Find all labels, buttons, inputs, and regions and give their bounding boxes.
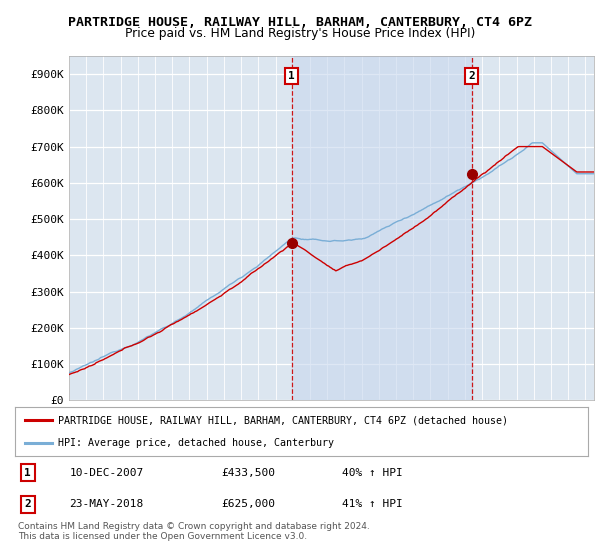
Bar bbox=[292, 56, 472, 400]
Text: 23-MAY-2018: 23-MAY-2018 bbox=[70, 500, 143, 510]
Text: 1: 1 bbox=[289, 71, 295, 81]
Text: PARTRIDGE HOUSE, RAILWAY HILL, BARHAM, CANTERBURY, CT4 6PZ: PARTRIDGE HOUSE, RAILWAY HILL, BARHAM, C… bbox=[68, 16, 532, 29]
Text: 2: 2 bbox=[24, 500, 31, 510]
Text: Contains HM Land Registry data © Crown copyright and database right 2024.
This d: Contains HM Land Registry data © Crown c… bbox=[18, 522, 370, 542]
Text: Price paid vs. HM Land Registry's House Price Index (HPI): Price paid vs. HM Land Registry's House … bbox=[125, 27, 475, 40]
Text: PARTRIDGE HOUSE, RAILWAY HILL, BARHAM, CANTERBURY, CT4 6PZ (detached house): PARTRIDGE HOUSE, RAILWAY HILL, BARHAM, C… bbox=[58, 416, 508, 426]
Text: £433,500: £433,500 bbox=[221, 468, 275, 478]
Text: 1: 1 bbox=[24, 468, 31, 478]
Text: HPI: Average price, detached house, Canterbury: HPI: Average price, detached house, Cant… bbox=[58, 438, 334, 448]
Text: 40% ↑ HPI: 40% ↑ HPI bbox=[341, 468, 403, 478]
Text: 2: 2 bbox=[468, 71, 475, 81]
Text: £625,000: £625,000 bbox=[221, 500, 275, 510]
Text: 41% ↑ HPI: 41% ↑ HPI bbox=[341, 500, 403, 510]
Text: 10-DEC-2007: 10-DEC-2007 bbox=[70, 468, 143, 478]
